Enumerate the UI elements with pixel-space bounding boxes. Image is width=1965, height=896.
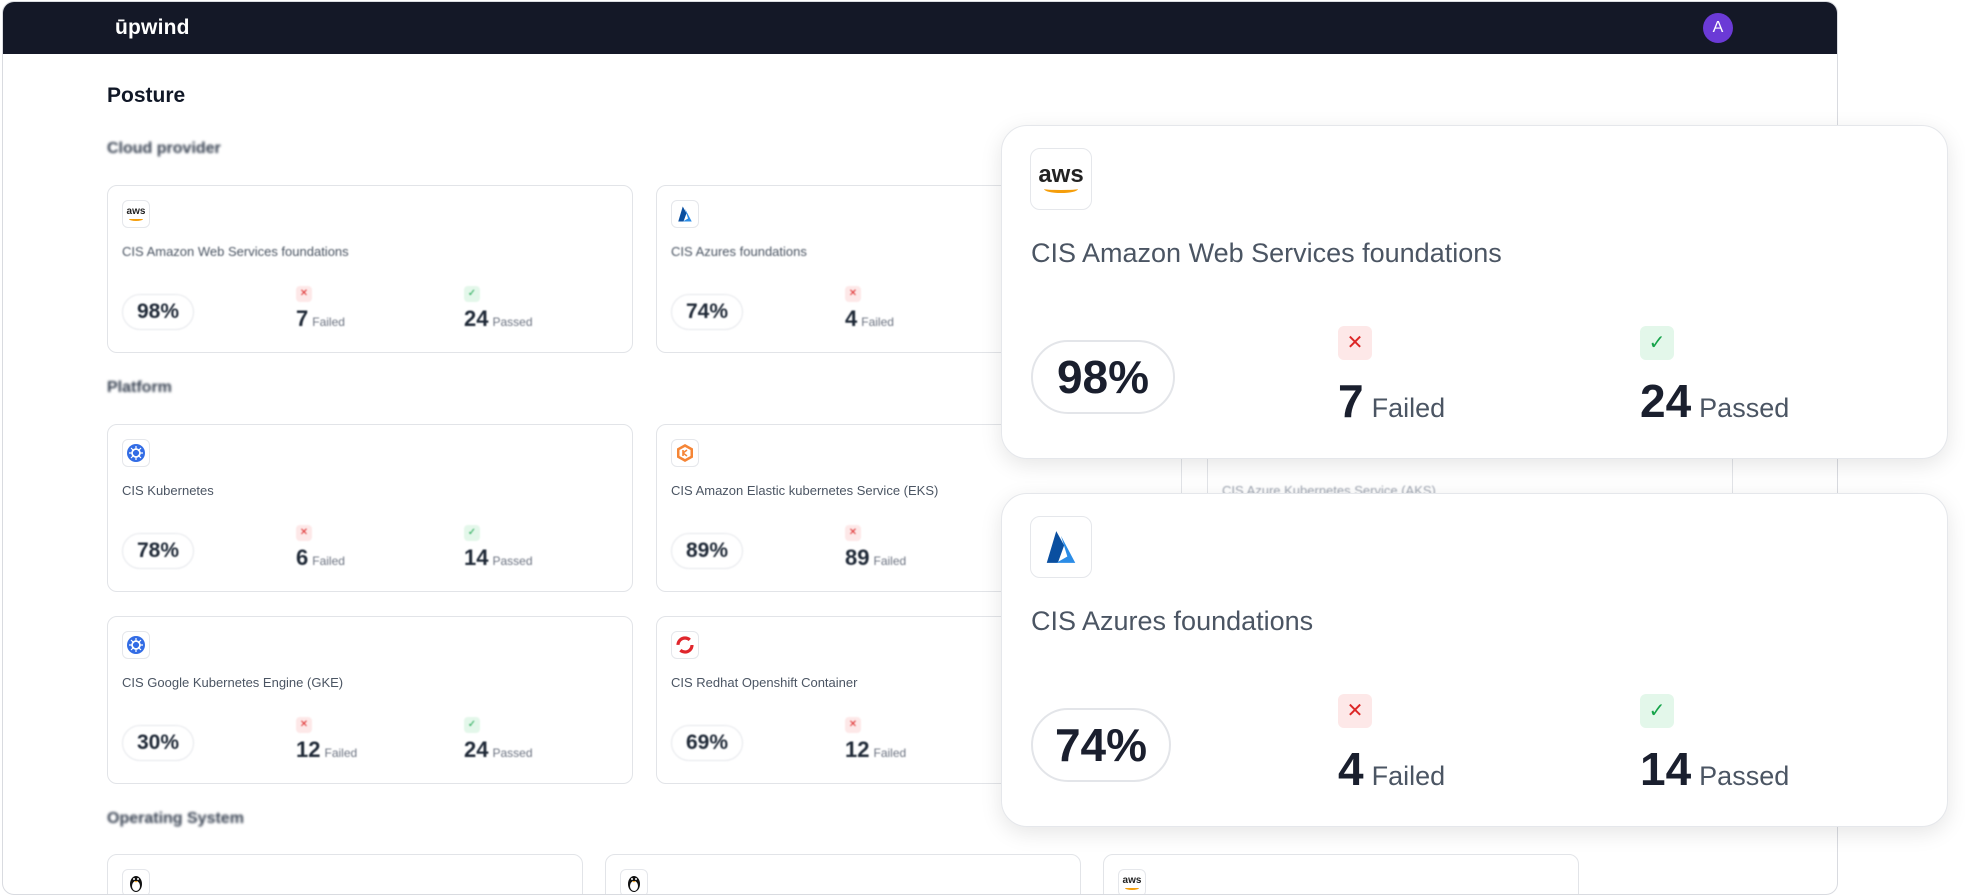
failed-stat: ✕ 7 Failed: [296, 286, 345, 331]
section-title-platform: Platform: [107, 379, 172, 396]
check-icon: ✓: [1640, 694, 1674, 728]
azure-icon: [1030, 516, 1092, 578]
card-name: CIS Azures foundations: [671, 244, 807, 259]
linux-icon: [620, 869, 648, 894]
compliance-percent: 98%: [122, 294, 194, 330]
compliance-percent: 74%: [671, 294, 743, 330]
fail-icon: ✕: [296, 525, 312, 541]
failed-stat: ✕ 12 Failed: [296, 717, 358, 762]
compliance-percent: 78%: [122, 533, 194, 569]
card-name: CIS Amazon Elastic kubernetes Service (E…: [671, 483, 939, 498]
top-bar: ūpwind A: [3, 2, 1837, 54]
openshift-icon: [671, 631, 699, 659]
failed-stat: ✕ 89 Failed: [845, 525, 907, 570]
aws-icon: aws: [1030, 148, 1092, 210]
passed-stat: ✓ 24 Passed: [464, 717, 533, 762]
linux-icon: [122, 869, 150, 894]
check-icon: ✓: [464, 525, 480, 541]
failed-stat: ✕ 12 Failed: [845, 717, 907, 762]
card-gke[interactable]: CIS Google Kubernetes Engine (GKE) 30% ✕…: [107, 616, 633, 784]
card-os-linux-2[interactable]: [605, 854, 1081, 894]
passed-stat: ✓ 24 Passed: [1640, 326, 1789, 428]
failed-label: Failed: [1371, 761, 1446, 791]
check-icon: ✓: [464, 286, 480, 302]
page-title: Posture: [107, 84, 186, 107]
passed-stat: ✓ 14 Passed: [464, 525, 533, 570]
kubernetes-icon: [122, 631, 150, 659]
fail-icon: ✕: [296, 286, 312, 302]
card-name: CIS Amazon Web Services foundations: [1031, 238, 1502, 268]
card-aws-foundations[interactable]: aws CIS Amazon Web Services foundations …: [107, 185, 633, 353]
compliance-percent: 69%: [671, 725, 743, 761]
card-name: CIS Azures foundations: [1031, 606, 1314, 636]
fail-icon: ✕: [1338, 694, 1372, 728]
failed-stat: ✕ 6 Failed: [296, 525, 345, 570]
fail-icon: ✕: [845, 525, 861, 541]
passed-stat: ✓ 14 Passed: [1640, 694, 1789, 796]
card-name: CIS Redhat Openshift Container: [671, 675, 858, 690]
passed-stat: ✓ 24 Passed: [464, 286, 533, 331]
passed-label: Passed: [1699, 761, 1790, 791]
failed-count: 4: [1338, 743, 1364, 795]
aws-icon: aws: [1118, 869, 1146, 894]
overlay-card-aws[interactable]: aws CIS Amazon Web Services foundations …: [1001, 125, 1948, 459]
section-title-cloud: Cloud provider: [107, 140, 221, 157]
compliance-percent: 98%: [1031, 340, 1175, 414]
user-avatar[interactable]: A: [1703, 13, 1733, 43]
overlay-card-azure[interactable]: CIS Azures foundations 74% ✕ 4 Failed ✓ 1…: [1001, 493, 1948, 827]
fail-icon: ✕: [1338, 326, 1372, 360]
check-icon: ✓: [464, 717, 480, 733]
check-icon: ✓: [1640, 326, 1674, 360]
card-kubernetes[interactable]: CIS Kubernetes 78% ✕ 6 Failed ✓ 14 Passed: [107, 424, 633, 592]
compliance-percent: 89%: [671, 533, 743, 569]
failed-stat: ✕ 7 Failed: [1338, 326, 1445, 428]
failed-label: Failed: [1371, 393, 1446, 423]
compliance-percent: 74%: [1031, 708, 1171, 782]
passed-label: Passed: [1699, 393, 1790, 423]
passed-count: 24: [1640, 375, 1692, 427]
fail-icon: ✕: [845, 717, 861, 733]
card-name: CIS Google Kubernetes Engine (GKE): [122, 675, 344, 690]
upwind-logo[interactable]: ūpwind: [115, 16, 190, 39]
passed-count: 14: [1640, 743, 1692, 795]
kubernetes-icon: [122, 439, 150, 467]
azure-icon: [671, 200, 699, 228]
card-name: CIS Kubernetes: [122, 483, 214, 498]
section-title-os: Operating System: [107, 810, 244, 827]
fail-icon: ✕: [296, 717, 312, 733]
card-os-linux-1[interactable]: [107, 854, 583, 894]
fail-icon: ✕: [845, 286, 861, 302]
failed-count: 7: [1338, 375, 1364, 427]
failed-stat: ✕ 4 Failed: [1338, 694, 1445, 796]
compliance-percent: 30%: [122, 725, 194, 761]
card-os-aws[interactable]: aws: [1103, 854, 1579, 894]
failed-stat: ✕ 4 Failed: [845, 286, 894, 331]
card-name: CIS Amazon Web Services foundations: [122, 244, 349, 259]
eks-icon: [671, 439, 699, 467]
aws-icon: aws: [122, 200, 150, 228]
